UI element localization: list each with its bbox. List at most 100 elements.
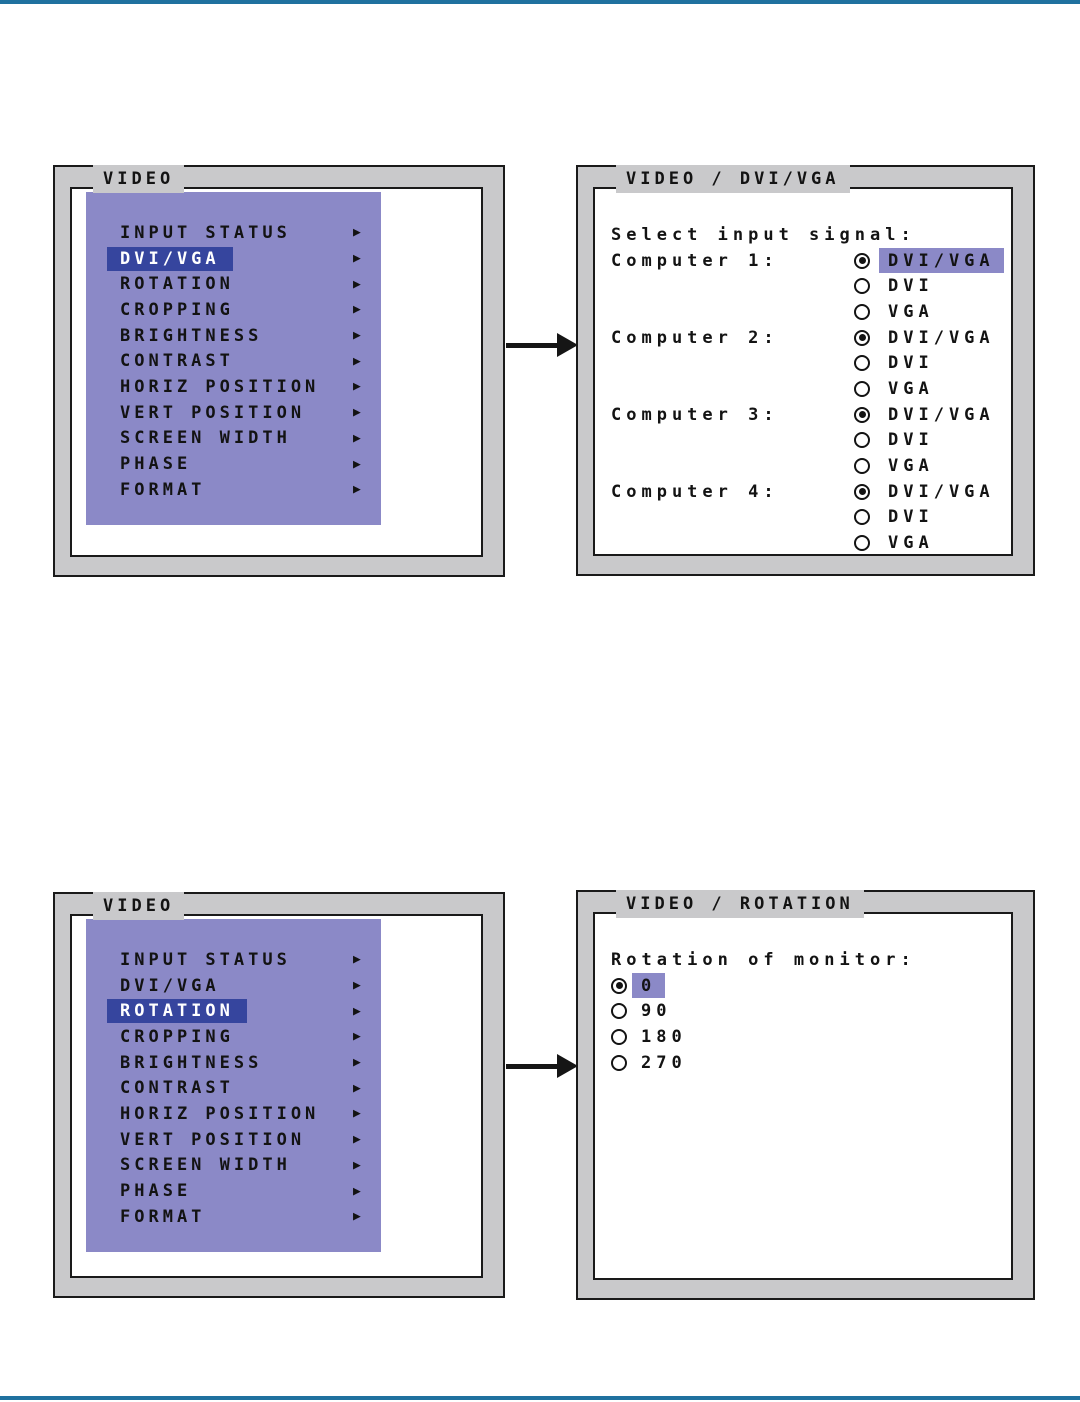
menu-item-horiz-position[interactable]: HORIZ POSITION ▶ [86, 374, 381, 400]
radio-computer1-dvi[interactable] [854, 278, 870, 295]
option-row: DVI [611, 273, 1025, 299]
radio-computer2-dvi[interactable] [854, 355, 870, 372]
menu-item-cropping[interactable]: CROPPING ▶ [86, 1024, 381, 1050]
radio-rotation-180[interactable] [611, 1028, 627, 1045]
submenu-arrow-icon: ▶ [353, 353, 361, 369]
submenu-arrow-icon: ▶ [353, 379, 361, 395]
option-label[interactable]: DVI/VGA [888, 327, 995, 348]
option-row: Computer 2: DVI/VGA [611, 325, 1025, 351]
group-label-computer-3: Computer 3: [611, 404, 779, 425]
radio-computer4-vga[interactable] [854, 535, 870, 552]
group-label-computer-1: Computer 1: [611, 250, 779, 271]
menu-item-format[interactable]: FORMAT ▶ [86, 477, 381, 503]
osd-panel-video-main-top: INPUT STATUS ▶ DVI/VGA ▶ ROTATION ▶ CROP… [53, 165, 505, 577]
panel-title: VIDEO / DVI/VGA [616, 165, 850, 193]
menu-item-label: HORIZ POSITION [120, 376, 320, 397]
menu-item-label-highlighted: DVI/VGA [107, 246, 233, 271]
menu-item-phase[interactable]: PHASE ▶ [86, 451, 381, 477]
radio-rotation-270[interactable] [611, 1054, 627, 1071]
option-row: VGA [611, 530, 1025, 556]
menu-item-vert-position[interactable]: VERT POSITION ▶ [86, 1127, 381, 1153]
option-label[interactable]: DVI [888, 507, 934, 528]
radio-computer3-dvi[interactable] [854, 432, 870, 449]
option-label-highlighted[interactable]: DVI/VGA [879, 248, 1004, 274]
submenu-arrow-icon: ▶ [353, 978, 361, 994]
option-row: DVI [611, 428, 1025, 454]
menu-item-label: SCREEN WIDTH [120, 428, 291, 449]
menu-item-label: DVI/VGA [120, 975, 220, 996]
option-label[interactable]: 180 [641, 1026, 687, 1047]
menu-item-label: VERT POSITION [120, 1129, 306, 1150]
option-row: Computer 4: DVI/VGA [611, 479, 1025, 505]
option-label[interactable]: DVI/VGA [888, 481, 995, 502]
prompt-label: Rotation of monitor: [611, 949, 916, 970]
option-row: 180 [611, 1024, 1025, 1050]
group-label-computer-4: Computer 4: [611, 481, 779, 502]
radio-computer4-dvi[interactable] [854, 509, 870, 526]
menu-item-label: BRIGHTNESS [120, 1052, 263, 1073]
option-label[interactable]: DVI/VGA [888, 404, 995, 425]
menu-item-label: PHASE [120, 454, 192, 475]
option-label[interactable]: 90 [641, 1001, 672, 1022]
option-label[interactable]: DVI [888, 353, 934, 374]
osd-menu-list: INPUT STATUS ▶ DVI/VGA ▶ ROTATION ▶ CROP… [86, 192, 381, 525]
menu-item-input-status[interactable]: INPUT STATUS ▶ [86, 947, 381, 973]
option-label[interactable]: VGA [888, 533, 934, 554]
menu-item-rotation[interactable]: ROTATION ▶ [86, 271, 381, 297]
option-row: VGA [611, 453, 1025, 479]
page-top-rule [0, 0, 1080, 4]
submenu-arrow-icon: ▶ [353, 1080, 361, 1096]
option-row: 0 [611, 973, 1025, 999]
menu-item-input-status[interactable]: INPUT STATUS ▶ [86, 220, 381, 246]
option-label[interactable]: VGA [888, 301, 934, 322]
input-signal-form: Select input signal: Computer 1: DVI/VGA… [611, 222, 1025, 556]
submenu-arrow-icon: ▶ [353, 430, 361, 446]
submenu-arrow-icon: ▶ [353, 1209, 361, 1225]
menu-item-label: CROPPING [120, 1026, 234, 1047]
menu-item-dvi-vga[interactable]: DVI/VGA ▶ [86, 973, 381, 999]
menu-item-label: CONTRAST [120, 351, 234, 372]
menu-item-brightness[interactable]: BRIGHTNESS ▶ [86, 323, 381, 349]
submenu-arrow-icon: ▶ [353, 328, 361, 344]
radio-computer3-vga[interactable] [854, 458, 870, 475]
submenu-arrow-icon: ▶ [353, 1132, 361, 1148]
menu-item-contrast[interactable]: CONTRAST ▶ [86, 348, 381, 374]
menu-item-format[interactable]: FORMAT ▶ [86, 1204, 381, 1230]
option-label-highlighted[interactable]: 0 [632, 973, 666, 999]
menu-item-vert-position[interactable]: VERT POSITION ▶ [86, 400, 381, 426]
radio-rotation-90[interactable] [611, 1003, 627, 1020]
option-label[interactable]: DVI [888, 276, 934, 297]
menu-item-screen-width[interactable]: SCREEN WIDTH ▶ [86, 1153, 381, 1179]
menu-item-screen-width[interactable]: SCREEN WIDTH ▶ [86, 426, 381, 452]
menu-item-label: CROPPING [120, 299, 234, 320]
option-row: DVI [611, 505, 1025, 531]
menu-item-rotation[interactable]: ROTATION ▶ [86, 998, 381, 1024]
prompt-row: Select input signal: [611, 222, 1025, 248]
submenu-arrow-icon: ▶ [353, 302, 361, 318]
radio-computer1-vga[interactable] [854, 303, 870, 320]
menu-item-horiz-position[interactable]: HORIZ POSITION ▶ [86, 1101, 381, 1127]
menu-item-label: SCREEN WIDTH [120, 1155, 291, 1176]
radio-rotation-0[interactable] [611, 977, 627, 994]
menu-item-dvi-vga[interactable]: DVI/VGA ▶ [86, 246, 381, 272]
flow-arrow-icon [506, 1054, 578, 1078]
option-label[interactable]: DVI [888, 430, 934, 451]
option-label[interactable]: VGA [888, 456, 934, 477]
radio-computer4-dvi-vga[interactable] [854, 483, 870, 500]
radio-computer1-dvi-vga[interactable] [854, 252, 870, 269]
option-row: DVI [611, 350, 1025, 376]
submenu-arrow-icon: ▶ [353, 405, 361, 421]
option-label[interactable]: VGA [888, 378, 934, 399]
submenu-arrow-icon: ▶ [353, 952, 361, 968]
menu-item-brightness[interactable]: BRIGHTNESS ▶ [86, 1050, 381, 1076]
radio-computer2-dvi-vga[interactable] [854, 329, 870, 346]
option-row: Computer 3: DVI/VGA [611, 402, 1025, 428]
radio-computer2-vga[interactable] [854, 380, 870, 397]
option-label[interactable]: 270 [641, 1052, 687, 1073]
radio-computer3-dvi-vga[interactable] [854, 406, 870, 423]
submenu-arrow-icon: ▶ [353, 251, 361, 267]
osd-panel-video-dvi-vga: Select input signal: Computer 1: DVI/VGA… [576, 165, 1035, 576]
menu-item-cropping[interactable]: CROPPING ▶ [86, 297, 381, 323]
menu-item-contrast[interactable]: CONTRAST ▶ [86, 1075, 381, 1101]
menu-item-phase[interactable]: PHASE ▶ [86, 1178, 381, 1204]
